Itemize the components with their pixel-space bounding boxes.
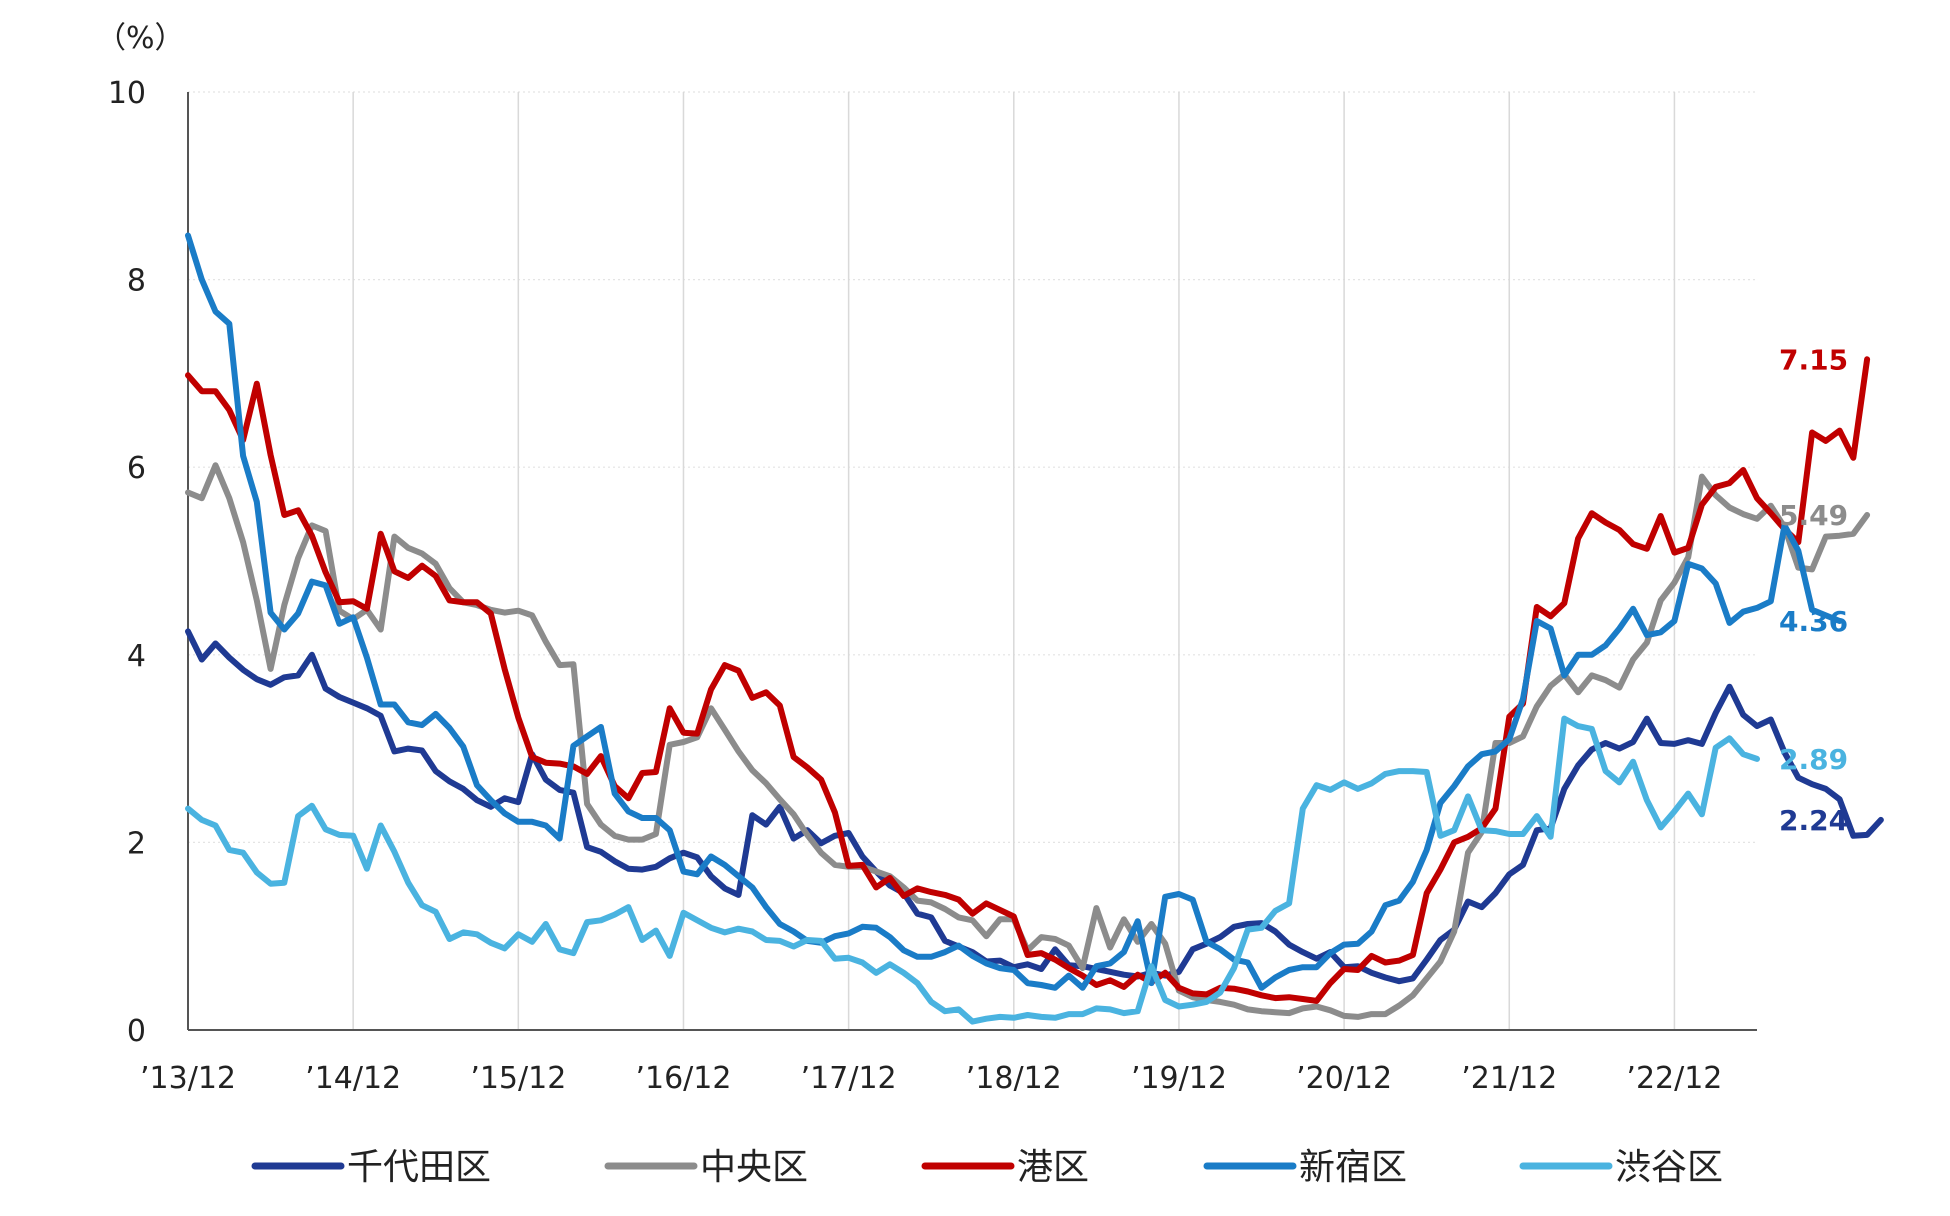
x-tick-label: ’16/12 [635, 1061, 731, 1096]
end-value-label: 4.36 [1779, 605, 1848, 638]
y-tick-label: 6 [127, 451, 146, 486]
x-tick-label: ’22/12 [1626, 1061, 1722, 1096]
x-tick-label: ’20/12 [1296, 1061, 1392, 1096]
grid-layer [188, 91, 1757, 1030]
series-line-2 [185, 462, 1871, 1020]
y-tick-label: 2 [127, 826, 146, 861]
y-tick-label: 10 [108, 76, 146, 111]
y-axis-unit-label: （%） [96, 21, 185, 56]
axis-layer: 0 2 4 6 8 10 ’13/12 ’14/12 ’15/12 ’16/12 ’17/12 ’18… [108, 76, 1757, 1096]
x-tick-label: ’15/12 [470, 1061, 566, 1096]
x-tick-label: ’18/12 [966, 1061, 1062, 1096]
x-tick-label: ’17/12 [801, 1061, 897, 1096]
x-tick-label: ’19/12 [1131, 1061, 1227, 1096]
end-value-label: 2.89 [1779, 743, 1848, 776]
y-tick-label: 4 [127, 639, 146, 674]
end-value-label: 5.49 [1779, 499, 1848, 532]
legend-label: 新宿区 [1299, 1147, 1407, 1188]
legend-label: 港区 [1017, 1147, 1089, 1188]
legend-label: 渋谷区 [1615, 1147, 1723, 1188]
x-tick-label: ’14/12 [305, 1061, 401, 1096]
series-line-4 [185, 232, 1843, 991]
legend: 千代田区 中央区 港区 新宿区 渋谷区 [251, 1147, 1723, 1188]
end-label-layer: 2.24 5.49 7.15 4.36 2.89 [1779, 343, 1848, 837]
legend-label: 中央区 [700, 1147, 808, 1188]
x-tick-label: ’21/12 [1461, 1061, 1557, 1096]
series-line-5 [185, 715, 1760, 1025]
x-tick-label: ’13/12 [140, 1061, 236, 1096]
series-line-3 [185, 356, 1871, 1004]
end-value-label: 7.15 [1779, 343, 1848, 376]
series-layer [185, 232, 1884, 1025]
y-tick-label: 0 [127, 1014, 146, 1049]
end-value-label: 2.24 [1779, 804, 1848, 837]
y-tick-label: 8 [127, 264, 146, 299]
legend-label: 千代田区 [347, 1147, 491, 1188]
